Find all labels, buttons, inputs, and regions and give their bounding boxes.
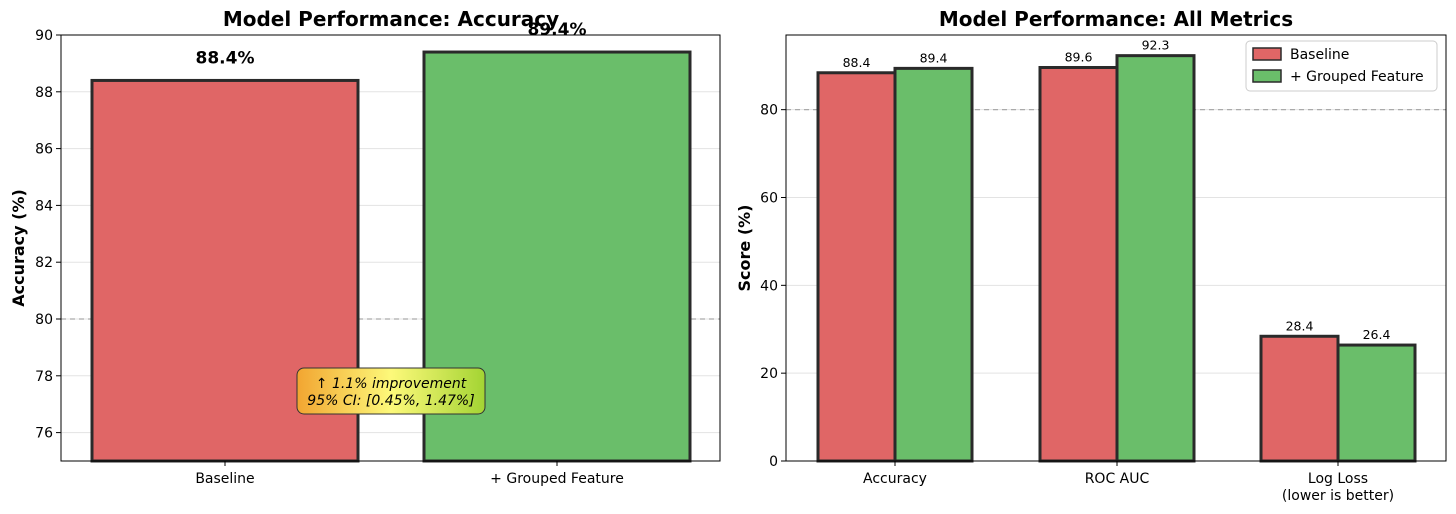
y-tick-label: 20 [760, 366, 778, 382]
accuracy-chart-panel: 76 78 80 82 84 86 88 90 Baseline + Grouped Featu… [9, 7, 721, 487]
y-tick-label: 90 [35, 28, 53, 44]
legend-swatch-grouped-feature [1252, 69, 1282, 83]
bar-log-loss-baseline [1259, 334, 1340, 463]
y-tick-label: 80 [760, 103, 778, 119]
y-tick-label: 76 [35, 426, 53, 442]
legend-label-baseline: Baseline [1290, 47, 1349, 63]
value-label-accuracy-grouped-feature: 89.4 [920, 50, 948, 65]
y-tick-label: 60 [760, 190, 778, 206]
all-metrics-x-ticks: Accuracy ROC AUC Log Loss (lower is better) [863, 461, 1394, 504]
value-label-log-loss-grouped-feature: 26.4 [1363, 327, 1391, 342]
bar-log-loss-grouped-feature [1336, 343, 1417, 463]
value-label-accuracy-baseline: 88.4 [843, 55, 871, 70]
value-label-grouped-feature: 89.4% [528, 20, 587, 40]
x-tick-label-log-loss: Log Loss (lower is better) [1282, 471, 1394, 504]
y-tick-label: 0 [769, 454, 778, 470]
improvement-annotation: ↑ 1.1% improvement 95% CI: [0.45%, 1.47%… [296, 367, 486, 415]
improvement-annotation-line2: 95% CI: [0.45%, 1.47%] [307, 393, 474, 409]
bar-roc-auc-baseline [1038, 65, 1119, 463]
all-metrics-y-axis-label: Score (%) [735, 205, 754, 292]
improvement-annotation-line1: ↑ 1.1% improvement [316, 376, 467, 392]
value-label-roc-auc-baseline: 89.6 [1065, 49, 1093, 64]
y-tick-label: 80 [35, 312, 53, 328]
accuracy-y-axis-label: Accuracy (%) [9, 189, 28, 307]
all-metrics-bars [816, 54, 1417, 463]
all-metrics-y-ticks: 0 20 40 60 80 [760, 103, 786, 470]
legend-swatch-baseline [1252, 47, 1282, 61]
y-tick-label: 86 [35, 142, 53, 158]
accuracy-value-labels: 88.4% 89.4% [196, 20, 587, 68]
value-label-log-loss-baseline: 28.4 [1286, 318, 1314, 333]
bar-accuracy-grouped-feature [893, 66, 974, 463]
y-tick-label: 88 [35, 85, 53, 101]
all-metrics-legend: Baseline + Grouped Feature [1245, 40, 1438, 92]
bar-accuracy-baseline [816, 71, 897, 463]
bar-roc-auc-grouped-feature [1115, 54, 1196, 463]
legend-label-grouped-feature: + Grouped Feature [1290, 69, 1424, 85]
accuracy-plot-frame [60, 34, 721, 462]
all-metrics-chart-panel: 0 20 40 60 80 Accuracy ROC AUC Log Loss (lower … [735, 7, 1447, 504]
all-metrics-plot-frame [785, 34, 1447, 462]
accuracy-y-ticks: 76 78 80 82 84 86 88 90 [35, 28, 61, 442]
x-tick-label-grouped-feature: + Grouped Feature [490, 471, 624, 487]
y-tick-label: 40 [760, 278, 778, 294]
all-metrics-chart-title: Model Performance: All Metrics [939, 7, 1293, 31]
y-tick-label: 82 [35, 255, 53, 271]
legend-box [1245, 40, 1438, 92]
value-label-baseline: 88.4% [196, 48, 255, 68]
value-label-roc-auc-grouped-feature: 92.3 [1142, 38, 1170, 53]
accuracy-x-ticks: Baseline + Grouped Feature [195, 461, 624, 487]
accuracy-chart-title: Model Performance: Accuracy [223, 7, 559, 31]
x-tick-label-roc-auc: ROC AUC [1085, 471, 1150, 487]
all-metrics-value-labels: 88.4 89.4 89.6 92.3 28.4 26.4 [843, 38, 1391, 342]
x-tick-label-baseline: Baseline [195, 471, 254, 487]
y-tick-label: 84 [35, 198, 53, 214]
improvement-annotation-box [296, 367, 486, 415]
y-tick-label: 78 [35, 369, 53, 385]
x-tick-label-accuracy: Accuracy [863, 471, 927, 487]
